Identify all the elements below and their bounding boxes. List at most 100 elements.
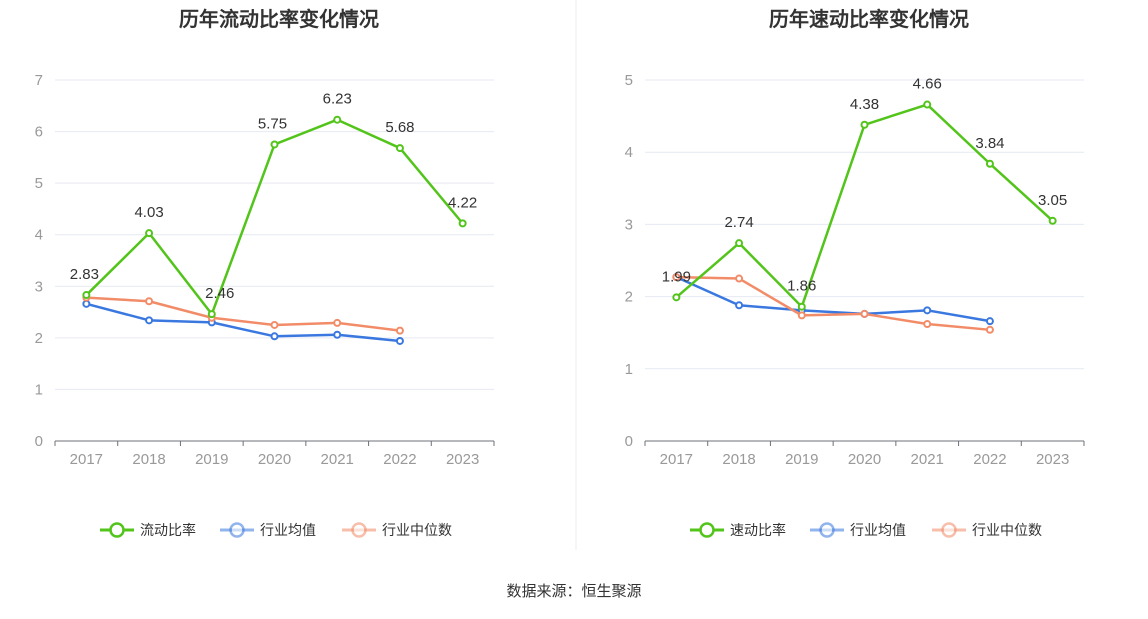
data-label: 1.99: [662, 268, 691, 285]
data-label: 5.68: [385, 119, 414, 136]
legend-marker: [941, 522, 957, 538]
data-label: 1.86: [787, 278, 816, 295]
data-point: [797, 311, 806, 320]
chart-current-ratio: 历年流动比率变化情况 0 1 2 3 4 5 6 7 2017 2018 2019 2020 2021 20…: [35, 7, 495, 539]
y-tick-label: 6: [35, 124, 43, 141]
x-tick-label: 2021: [321, 451, 354, 468]
legend-label: 行业均值: [260, 523, 316, 539]
series-line-2: [86, 296, 401, 332]
series-line-1: [675, 275, 991, 323]
data-point: [395, 144, 404, 153]
legend-label: 速动比率: [730, 522, 786, 539]
data-point: [735, 274, 744, 283]
data-point: [985, 159, 994, 168]
x-tick-label: 2023: [446, 451, 479, 468]
data-point: [860, 120, 869, 129]
legend-label: 流动比率: [140, 522, 196, 539]
x-tick-label: 2022: [383, 451, 416, 468]
x-tick-label: 2019: [785, 451, 818, 468]
data-label: 4.38: [850, 96, 879, 113]
data-point: [672, 273, 681, 282]
x-tick-label: 2018: [722, 451, 755, 468]
data-point: [985, 317, 994, 326]
series-line-1: [86, 302, 401, 343]
legend-item: 速动比率: [690, 522, 786, 539]
legend-item: 流动比率: [100, 522, 196, 539]
data-point: [395, 326, 404, 335]
data-label: 3.05: [1038, 192, 1067, 209]
legend-label: 行业中位数: [972, 523, 1042, 539]
y-tick-label: 5: [625, 72, 633, 89]
data-point: [923, 306, 932, 315]
legend-label: 行业中位数: [382, 523, 452, 539]
data-point: [923, 100, 932, 109]
y-tick-label: 4: [625, 144, 633, 161]
legend-item: 行业均值: [220, 522, 316, 539]
legend-item: 行业中位数: [342, 522, 452, 539]
x-tick-label: 2019: [195, 451, 228, 468]
data-point: [270, 332, 279, 341]
y-tick-label: 2: [35, 330, 43, 347]
data-point: [270, 320, 279, 329]
data-label: 3.84: [975, 135, 1004, 152]
data-point: [333, 330, 342, 339]
x-tick-label: 2023: [1036, 451, 1069, 468]
y-tick-label: 4: [35, 227, 43, 244]
legend-item: 行业中位数: [932, 522, 1042, 539]
data-point: [207, 310, 216, 319]
data-point: [145, 297, 154, 306]
legend-label: 行业均值: [850, 523, 906, 539]
series-line-2: [676, 275, 991, 332]
legend-item: 行业均值: [810, 522, 906, 539]
legend-marker: [819, 522, 835, 538]
legend-marker: [109, 522, 125, 538]
data-label: 2.74: [724, 214, 753, 231]
data-point: [270, 140, 279, 149]
data-point: [458, 219, 467, 228]
x-tick-label: 2022: [973, 451, 1006, 468]
legend-marker: [351, 522, 367, 538]
x-tick-label: 2020: [848, 451, 881, 468]
data-point: [145, 316, 154, 325]
chart-quick-ratio: 历年速动比率变化情况 0 1 2 3 4 5 2017 2018 2019 2020 2021 2022…: [625, 7, 1085, 539]
data-point: [395, 336, 404, 345]
data-source-note: 数据来源：恒生聚源: [506, 582, 642, 600]
data-label: 2.46: [205, 285, 234, 302]
data-point: [1048, 216, 1057, 225]
x-tick-label: 2017: [70, 451, 103, 468]
data-label: 5.75: [258, 115, 287, 132]
x-tick-label: 2021: [911, 451, 944, 468]
x-tick-label: 2020: [258, 451, 291, 468]
data-point: [333, 115, 342, 124]
y-tick-label: 0: [35, 433, 43, 450]
y-tick-label: 2: [625, 289, 633, 306]
y-tick-label: 5: [35, 175, 43, 192]
y-tick-label: 1: [625, 361, 633, 378]
chart-title: 历年速动比率变化情况: [769, 7, 969, 31]
data-point: [82, 299, 91, 308]
legend-marker: [229, 522, 245, 538]
data-point: [985, 325, 994, 334]
data-point: [672, 293, 681, 302]
data-point: [735, 301, 744, 310]
data-point: [923, 320, 932, 329]
legend-marker: [699, 522, 715, 538]
data-label: 2.83: [70, 266, 99, 283]
data-label: 4.22: [448, 194, 477, 211]
data-point: [797, 302, 806, 311]
chart-title: 历年流动比率变化情况: [179, 7, 379, 31]
y-tick-label: 0: [625, 433, 633, 450]
data-point: [333, 318, 342, 327]
data-point: [145, 229, 154, 238]
data-label: 4.66: [913, 76, 942, 93]
y-tick-label: 1: [35, 381, 43, 398]
data-point: [860, 309, 869, 318]
y-tick-label: 7: [35, 72, 43, 89]
data-label: 6.23: [323, 91, 352, 108]
data-point: [735, 239, 744, 248]
data-label: 4.03: [134, 204, 163, 221]
y-tick-label: 3: [625, 216, 633, 233]
x-tick-label: 2018: [132, 451, 165, 468]
data-point: [82, 291, 91, 300]
